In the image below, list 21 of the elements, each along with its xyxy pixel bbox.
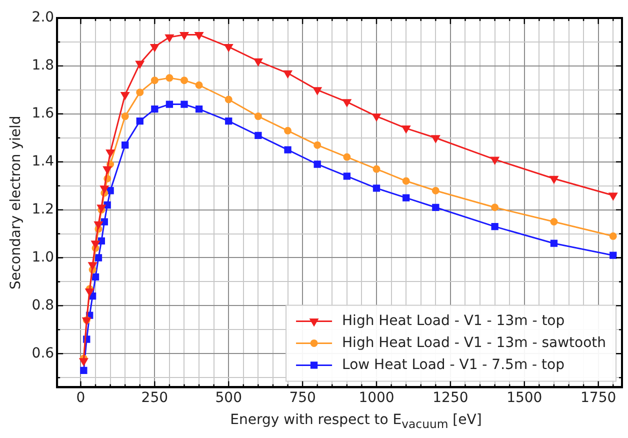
y-tick-label: 1.4 [32, 153, 54, 170]
x-tick-label: 0 [76, 390, 86, 406]
y-axis-title: Secondary electron yield [8, 116, 24, 290]
x-axis-title: Energy with respect to E$_{vacuum}$ [eV] [229, 412, 483, 431]
x-tick-label: 500 [215, 390, 242, 406]
legend-label: Low Heat Load - V1 - 7.5m - top [342, 356, 565, 373]
y-tick-label: 1.2 [32, 201, 54, 218]
y-tick-label: 1.6 [32, 106, 54, 122]
x-tick-label: 1250 [432, 390, 468, 406]
legend-label: High Heat Load - V1 - 13m - top [342, 312, 565, 329]
y-tick-label: 2.0 [32, 10, 54, 26]
x-tick-label: 1750 [580, 390, 616, 406]
y-tick-label: 0.8 [32, 297, 54, 314]
y-tick-label: 1.0 [32, 249, 54, 266]
y-tick-label: 1.8 [32, 58, 54, 74]
x-tick-label: 750 [289, 390, 316, 406]
x-tick-label: 1000 [358, 390, 394, 406]
legend-label: High Heat Load - V1 - 13m - sawtooth [342, 334, 606, 351]
x-tick-label: 250 [141, 390, 168, 406]
x-tick-label: 1500 [506, 390, 542, 406]
y-tick-label: 0.6 [32, 345, 54, 362]
